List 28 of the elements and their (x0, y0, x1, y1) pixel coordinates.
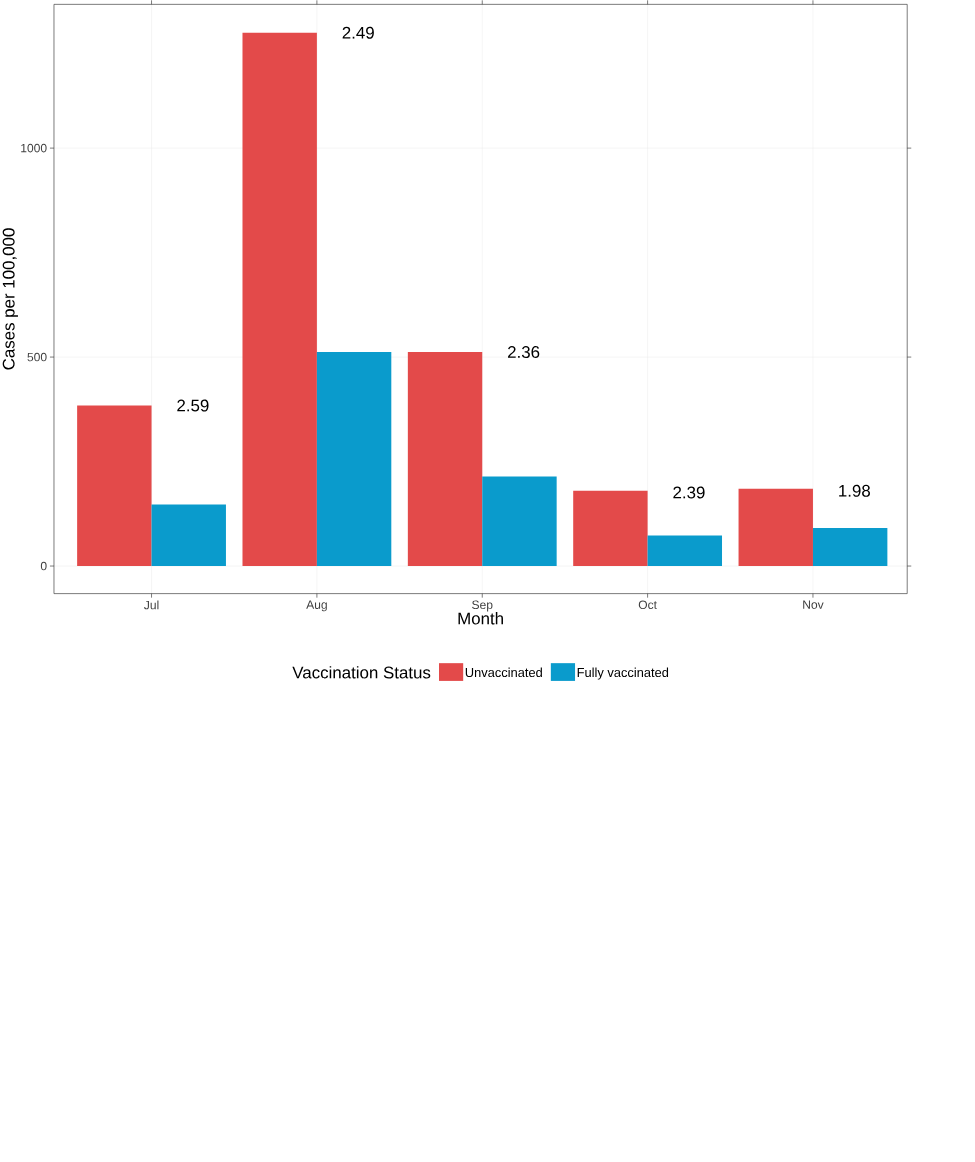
x-tick-label: Oct (638, 600, 657, 610)
bar (407, 352, 483, 567)
bar (151, 504, 226, 567)
annotation: 2.59 (177, 399, 209, 412)
bar (482, 476, 557, 567)
y-axis-title: Cases per 100,000 (2, 228, 19, 370)
y-tick-label: 0 (40, 561, 47, 571)
bar (316, 352, 392, 567)
annotation: 2.36 (508, 346, 540, 359)
bar (738, 488, 813, 567)
legend-label: Unvaccinated (465, 667, 542, 678)
bar (573, 490, 648, 567)
legend-label: Fully vaccinated (577, 667, 669, 680)
x-tick-label: Sep (472, 600, 493, 612)
x-tick-label: Aug (306, 600, 327, 612)
annotation: 2.39 (673, 486, 705, 499)
annotation: 2.49 (342, 26, 374, 39)
x-tick-label: Jul (144, 600, 159, 610)
bar (812, 528, 888, 567)
annotation: 1.98 (839, 484, 871, 497)
bar (647, 535, 723, 567)
y-tick-label: 1000 (21, 143, 47, 153)
bar (77, 405, 152, 567)
legend-title: Vaccination Status (292, 666, 431, 679)
x-axis-title: Month (458, 612, 503, 625)
x-tick-label: Nov (803, 600, 824, 609)
y-tick-label: 500 (27, 352, 47, 362)
bar (242, 32, 317, 567)
